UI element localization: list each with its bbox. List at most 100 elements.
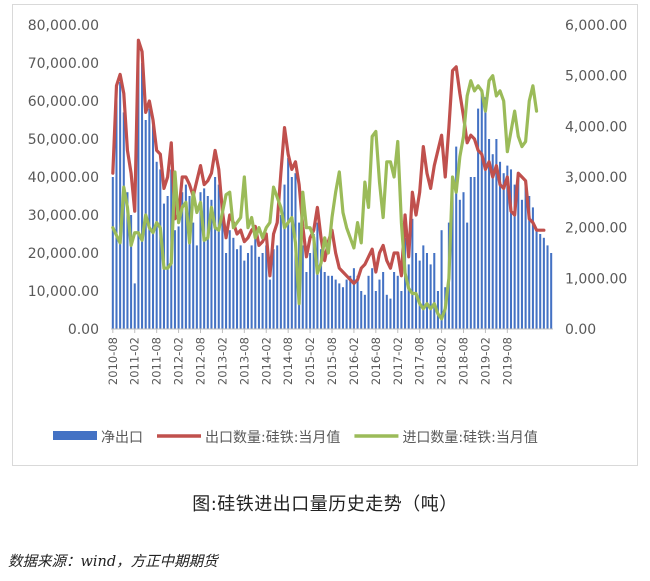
net-export-bar bbox=[243, 260, 246, 329]
net-export-bar bbox=[363, 294, 366, 329]
net-export-bar bbox=[488, 139, 491, 329]
net-export-bar bbox=[360, 291, 363, 329]
net-export-bar bbox=[425, 253, 428, 329]
net-export-bar bbox=[495, 139, 498, 329]
x-tick-label: 2014-02 bbox=[259, 337, 273, 385]
net-export-bar bbox=[214, 177, 217, 329]
x-tick-label: 2013-02 bbox=[215, 337, 229, 385]
net-export-bar bbox=[389, 298, 392, 329]
net-export-bar bbox=[239, 245, 242, 329]
net-export-bar bbox=[440, 230, 443, 329]
net-export-bar bbox=[217, 184, 220, 329]
net-export-bar bbox=[385, 294, 388, 329]
x-tick-label: 2014-08 bbox=[281, 337, 295, 385]
net-export-bar bbox=[265, 245, 268, 329]
left-tick-label: 10,000.00 bbox=[28, 284, 99, 300]
net-export-bar bbox=[148, 108, 151, 329]
left-axis: 0.00 10,000.00 20,000.00 30,000.00 40,000.00… bbox=[28, 18, 99, 338]
net-export-bar bbox=[371, 268, 374, 329]
left-tick-label: 0.00 bbox=[68, 322, 99, 338]
net-export-bar bbox=[513, 184, 516, 329]
net-export-bar bbox=[539, 234, 542, 329]
legend: 净出口 出口数量:硅铁:当月值 进口数量:硅铁:当月值 bbox=[53, 430, 538, 446]
series-lines bbox=[111, 38, 546, 321]
net-export-bar bbox=[166, 196, 169, 329]
net-export-bar bbox=[320, 249, 323, 329]
net-export-bar bbox=[407, 264, 410, 329]
net-export-bar bbox=[451, 177, 454, 329]
net-export-bar bbox=[206, 196, 209, 329]
net-export-bar bbox=[301, 245, 304, 329]
net-export-bar bbox=[210, 199, 213, 329]
x-tick-label: 2018-02 bbox=[435, 337, 449, 385]
net-export-bar bbox=[225, 253, 228, 329]
net-export-bar bbox=[309, 253, 312, 329]
net-export-bar bbox=[433, 253, 436, 329]
net-export-bar bbox=[257, 256, 260, 329]
net-export-bar bbox=[400, 291, 403, 329]
net-export-bar bbox=[480, 93, 483, 330]
x-tick-label: 2010-08 bbox=[106, 337, 120, 385]
net-export-bar bbox=[130, 215, 133, 329]
net-export-bar bbox=[367, 275, 370, 329]
net-export-bar bbox=[393, 272, 396, 329]
left-tick-label: 60,000.00 bbox=[28, 94, 99, 110]
net-export-bar bbox=[455, 146, 458, 329]
net-export-bar bbox=[133, 283, 136, 329]
data-source-note: 数据来源：wind，方正中期期货 bbox=[8, 554, 218, 570]
x-tick-label: 2015-08 bbox=[325, 337, 339, 385]
net-export-bar bbox=[502, 173, 505, 329]
x-tick-label: 2011-08 bbox=[150, 337, 164, 385]
left-tick-label: 30,000.00 bbox=[28, 208, 99, 224]
net-export-bar bbox=[528, 196, 531, 329]
net-export-bar bbox=[341, 287, 344, 329]
net-export-bar bbox=[378, 279, 381, 329]
x-tick-label: 2019-02 bbox=[478, 337, 492, 385]
net-export-bar bbox=[119, 82, 122, 329]
net-export-bar bbox=[429, 264, 432, 329]
net-export-bars bbox=[111, 51, 553, 330]
net-export-bar bbox=[316, 222, 319, 329]
net-export-bar bbox=[137, 51, 140, 329]
net-export-bar bbox=[188, 196, 191, 329]
net-export-bar bbox=[228, 230, 231, 329]
right-tick-label: 2,000.00 bbox=[565, 221, 627, 237]
net-export-bar bbox=[122, 112, 125, 330]
net-export-bar bbox=[524, 184, 527, 329]
left-tick-label: 80,000.00 bbox=[28, 18, 99, 34]
net-export-bar bbox=[334, 279, 337, 329]
x-tick-label: 2013-08 bbox=[237, 337, 251, 385]
x-tick-label: 2016-02 bbox=[347, 337, 361, 385]
net-export-bar bbox=[184, 184, 187, 329]
net-export-bar bbox=[356, 275, 359, 329]
x-tick-label: 2017-08 bbox=[413, 337, 427, 385]
net-export-bar bbox=[126, 192, 129, 329]
net-export-bar bbox=[159, 169, 162, 329]
net-export-bar bbox=[199, 192, 202, 329]
net-export-bar bbox=[232, 237, 235, 329]
net-export-bar bbox=[279, 215, 282, 329]
net-export-bar bbox=[276, 245, 279, 329]
net-export-bar bbox=[422, 245, 425, 329]
right-tick-label: 3,000.00 bbox=[565, 170, 627, 186]
x-tick-label: 2012-02 bbox=[172, 337, 186, 385]
net-export-bar bbox=[531, 207, 534, 329]
right-tick-label: 1,000.00 bbox=[565, 271, 627, 287]
net-export-bar bbox=[312, 234, 315, 329]
right-tick-label: 0.00 bbox=[565, 322, 596, 338]
legend-swatch-bar bbox=[53, 431, 97, 440]
net-export-bar bbox=[414, 253, 418, 329]
left-tick-label: 40,000.00 bbox=[28, 170, 99, 186]
net-export-bar bbox=[462, 192, 465, 329]
legend-label: 净出口 bbox=[101, 430, 143, 446]
x-tick-label: 2019-08 bbox=[500, 337, 514, 385]
net-export-bar bbox=[466, 222, 469, 329]
legend-label: 出口数量:硅铁:当月值 bbox=[205, 430, 340, 446]
net-export-bar bbox=[338, 283, 341, 329]
net-export-bar bbox=[491, 154, 494, 329]
x-tick-label: 2016-08 bbox=[369, 337, 383, 385]
left-tick-label: 50,000.00 bbox=[28, 132, 99, 148]
chart-frame: 0.00 10,000.00 20,000.00 30,000.00 40,000.00… bbox=[12, 4, 638, 466]
left-tick-label: 20,000.00 bbox=[28, 246, 99, 262]
net-export-bar bbox=[192, 222, 195, 329]
